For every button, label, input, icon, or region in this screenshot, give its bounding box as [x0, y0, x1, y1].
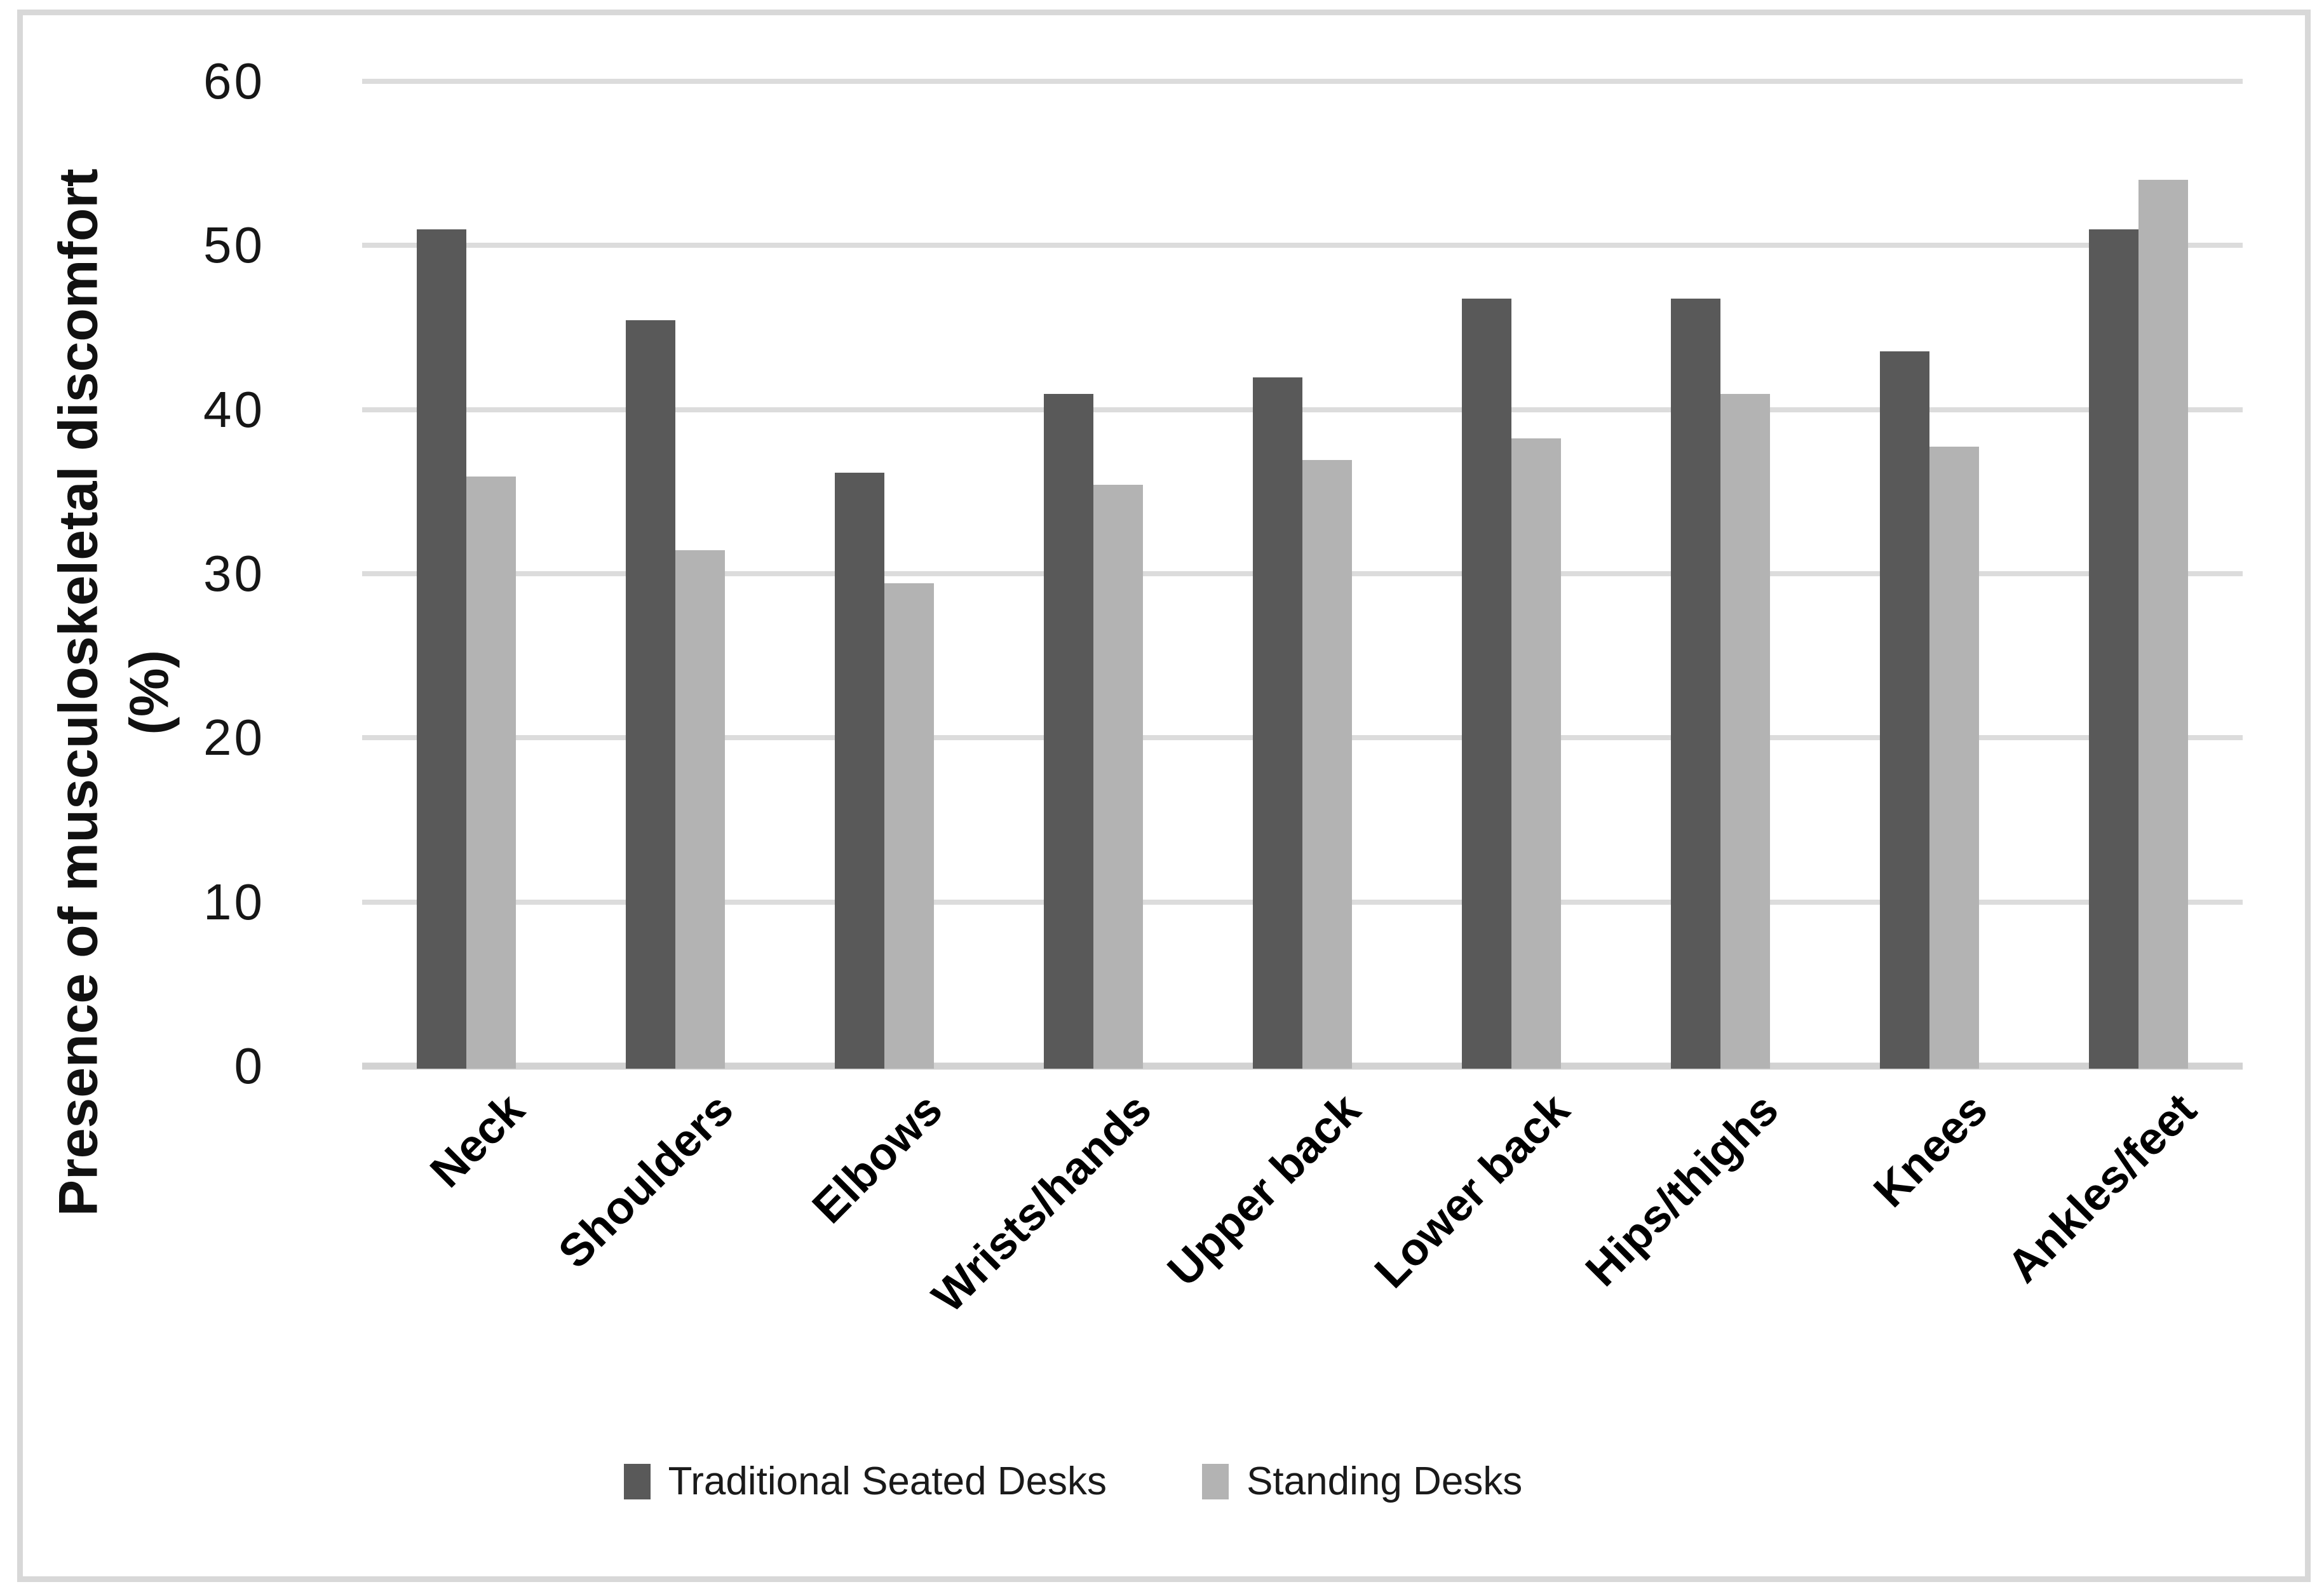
- bar-group-neck: [362, 81, 571, 1069]
- bar-series-container: [362, 81, 2243, 1069]
- bar-traditional-seated-desks-shoulders: [626, 320, 676, 1069]
- bar-traditional-seated-desks-elbows: [835, 473, 885, 1069]
- bar-group-upper-back: [1198, 81, 1407, 1069]
- y-tick-label-20: 20: [203, 709, 265, 766]
- bar-group-wrists-hands: [989, 81, 1198, 1069]
- bar-standing-desks-lower-back: [1511, 438, 1561, 1069]
- bar-group-shoulders: [571, 81, 780, 1069]
- bar-traditional-seated-desks-neck: [417, 229, 467, 1069]
- gridline-60: [362, 79, 2243, 84]
- gridline-50: [362, 243, 2243, 248]
- bar-standing-desks-neck: [466, 476, 517, 1069]
- legend-marker-standing-desks: [1202, 1463, 1229, 1499]
- bar-standing-desks-wrists-hands: [1093, 484, 1144, 1069]
- legend-marker-traditional-seated-desks: [623, 1463, 651, 1499]
- legend: Traditional Seated Desks Standing Desks: [0, 1459, 2235, 1504]
- y-tick-label-40: 40: [203, 381, 265, 438]
- legend-item-traditional-seated-desks: Traditional Seated Desks: [623, 1459, 1107, 1504]
- y-tick-label-30: 30: [203, 545, 265, 602]
- bar-standing-desks-upper-back: [1302, 459, 1352, 1069]
- y-tick-label-60: 60: [203, 53, 265, 109]
- y-tick-label-10: 10: [203, 873, 265, 930]
- gridline-40: [362, 407, 2243, 412]
- bar-traditional-seated-desks-knees: [1879, 351, 1929, 1069]
- bar-standing-desks-shoulders: [675, 550, 726, 1069]
- bar-traditional-seated-desks-hips-thighs: [1670, 298, 1720, 1069]
- y-tick-label-0: 0: [234, 1038, 265, 1094]
- bar-group-lower-back: [1407, 81, 1616, 1069]
- legend-item-standing-desks: Standing Desks: [1202, 1459, 1522, 1504]
- bar-traditional-seated-desks-lower-back: [1461, 298, 1511, 1069]
- bar-group-ankles-feet: [2034, 81, 2243, 1069]
- bar-group-knees: [1825, 81, 2034, 1069]
- y-tick-label-50: 50: [203, 217, 265, 274]
- legend-label-standing-desks: Standing Desks: [1246, 1459, 1523, 1503]
- legend-label-traditional-seated-desks: Traditional Seated Desks: [668, 1459, 1107, 1503]
- bar-traditional-seated-desks-ankles-feet: [2088, 229, 2138, 1069]
- bar-group-hips-thighs: [1616, 81, 1825, 1069]
- bar-group-elbows: [780, 81, 989, 1069]
- bar-standing-desks-ankles-feet: [2138, 180, 2188, 1069]
- bar-standing-desks-knees: [1929, 446, 1979, 1069]
- bar-traditional-seated-desks-upper-back: [1253, 377, 1302, 1069]
- bar-standing-desks-elbows: [884, 583, 935, 1069]
- bar-traditional-seated-desks-wrists-hands: [1044, 394, 1094, 1069]
- bar-standing-desks-hips-thighs: [1720, 394, 1770, 1069]
